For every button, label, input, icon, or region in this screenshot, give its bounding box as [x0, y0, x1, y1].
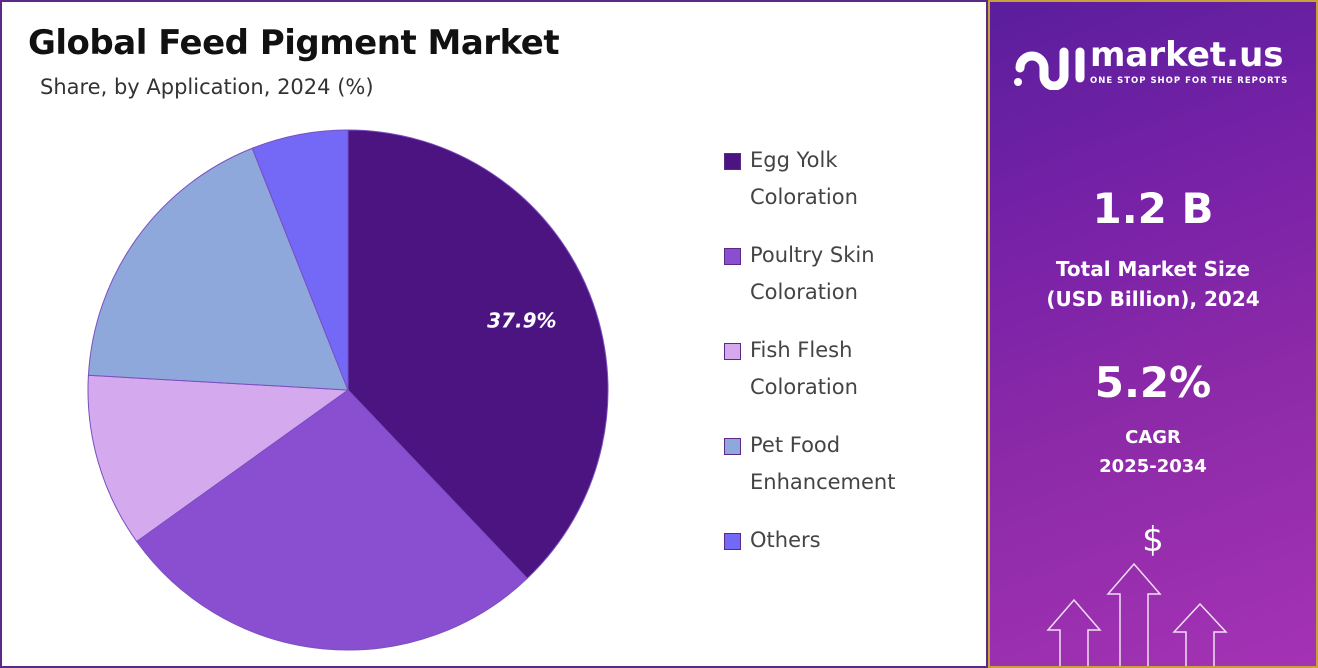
legend-label: Fish Flesh	[750, 338, 853, 362]
legend-label: Egg Yolk	[750, 148, 838, 172]
legend-swatch	[724, 248, 741, 265]
growth-arrows-icon	[1046, 562, 1228, 666]
legend-label: Others	[750, 528, 821, 552]
legend-swatch	[724, 153, 741, 170]
market-size-label-2: (USD Billion), 2024	[1046, 287, 1260, 311]
legend-label: Coloration	[750, 280, 858, 304]
cagr-period: 2025-2034	[1099, 456, 1207, 477]
market-size-label: Total Market Size	[1055, 257, 1251, 281]
legend-label: Coloration	[750, 185, 858, 209]
pie-slice-pet-food-enhancement	[87, 147, 349, 391]
legend-label: Coloration	[750, 375, 858, 399]
legend-item: Others	[724, 522, 950, 559]
pie-chart: 37.9%	[87, 129, 609, 651]
legend-label: Enhancement	[750, 470, 896, 494]
chart-panel: Global Feed Pigment Market Share, by App…	[0, 0, 988, 668]
dollar-icon: $	[1142, 520, 1164, 560]
market-us-logo-icon	[1014, 47, 1085, 90]
legend-swatch	[724, 343, 741, 360]
legend-swatch	[724, 438, 741, 455]
pie-slice-egg-yolk-coloration	[347, 129, 609, 580]
brand-tagline: ONE STOP SHOP FOR THE REPORTS	[1090, 76, 1289, 86]
legend-swatch	[724, 533, 741, 550]
legend-item: Egg Yolk Coloration	[724, 142, 950, 216]
brand-name: market.us	[1090, 35, 1284, 75]
chart-subtitle: Share, by Application, 2024 (%)	[40, 75, 374, 99]
pie-slice-poultry-skin-coloration	[136, 389, 528, 651]
pie-slice-fish-flesh-coloration	[87, 374, 350, 543]
legend: Egg Yolk Coloration Poultry Skin Coloration…	[724, 142, 950, 580]
pie-slice-others	[251, 129, 349, 391]
cagr-label: CAGR	[1125, 427, 1181, 448]
legend-label: Pet Food	[750, 433, 841, 457]
legend-item: Pet Food Enhancement	[724, 427, 950, 501]
legend-item: Fish Flesh Coloration	[724, 332, 950, 406]
market-size-value: 1.2 B	[1092, 184, 1214, 233]
legend-item: Poultry Skin Coloration	[724, 237, 950, 311]
cagr-value: 5.2%	[1094, 358, 1212, 407]
legend-label: Poultry Skin	[750, 243, 875, 267]
summary-panel: market.us ONE STOP SHOP FOR THE REPORTS …	[988, 0, 1318, 668]
data-label: 37.9%	[487, 309, 556, 333]
chart-title: Global Feed Pigment Market	[28, 23, 560, 63]
